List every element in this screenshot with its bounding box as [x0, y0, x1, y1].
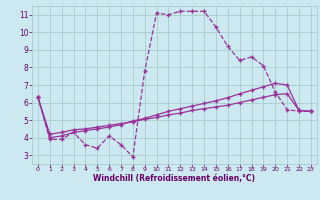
X-axis label: Windchill (Refroidissement éolien,°C): Windchill (Refroidissement éolien,°C): [93, 174, 255, 183]
